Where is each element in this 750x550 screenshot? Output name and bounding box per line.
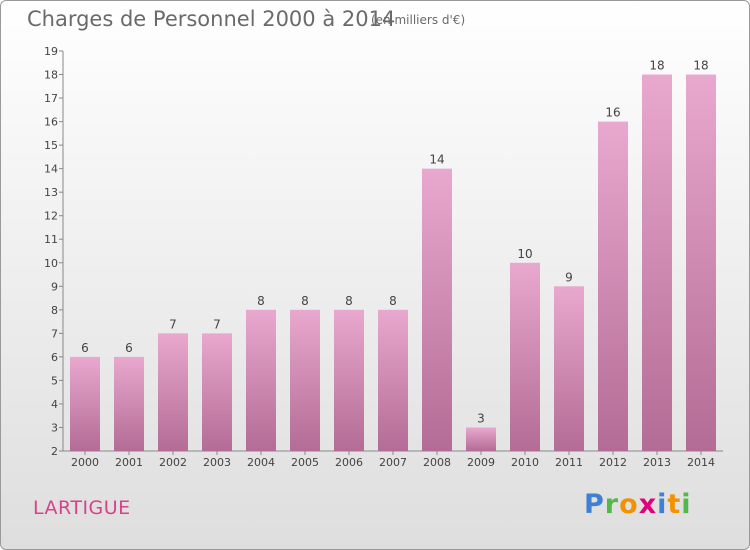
chart-bars — [70, 74, 716, 452]
bar-value-label: 8 — [301, 294, 309, 308]
logo-letter: t — [667, 489, 682, 520]
y-tick-label: 12 — [44, 210, 58, 223]
x-tick-label: 2009 — [467, 456, 495, 469]
x-tick-label: 2012 — [599, 456, 627, 469]
x-tick-label: 2013 — [643, 456, 671, 469]
bar — [70, 356, 100, 451]
bar-value-label: 6 — [125, 341, 133, 355]
x-tick-label: 2003 — [203, 456, 231, 469]
logo-letter: P — [584, 489, 605, 520]
bar-value-label: 14 — [429, 153, 444, 167]
logo-letter: x — [638, 489, 658, 520]
bar-value-label: 9 — [565, 270, 573, 284]
chart-axes: 2 3 4 5 6 7 8 9 10 11 12 13 14 15 16 17 18 19 2000 2001 2002… — [44, 45, 723, 469]
bar — [686, 74, 716, 451]
bar-value-label: 18 — [693, 59, 708, 73]
y-tick-label: 13 — [44, 186, 58, 199]
y-tick-label: 17 — [44, 92, 58, 105]
bar — [290, 309, 320, 451]
bar — [114, 356, 144, 451]
y-tick-label: 14 — [44, 163, 58, 176]
logo-letter: i — [681, 489, 692, 520]
bar-value-label: 8 — [389, 294, 397, 308]
bar-value-label: 10 — [517, 247, 532, 261]
bar — [202, 333, 232, 451]
chart-subtitle: (en milliers d'€) — [371, 13, 466, 27]
y-tick-label: 5 — [51, 374, 58, 387]
logo-letter: i — [657, 489, 668, 520]
x-tick-label: 2001 — [115, 456, 143, 469]
y-tick-label: 16 — [44, 116, 58, 129]
bar-value-label: 6 — [81, 341, 89, 355]
y-tick-label: 3 — [51, 421, 58, 434]
bar-value-label: 16 — [605, 106, 620, 120]
x-tick-label: 2007 — [379, 456, 407, 469]
x-tick-label: 2004 — [247, 456, 275, 469]
y-tick-label: 4 — [51, 398, 58, 411]
chart-labels: 6 6 7 7 8 8 8 8 14 3 10 9 16 18 18 — [81, 59, 708, 426]
bar-value-label: 3 — [477, 411, 485, 425]
y-tick-label: 8 — [51, 304, 58, 317]
x-tick-label: 2000 — [71, 456, 99, 469]
bar — [642, 74, 672, 451]
y-tick-label: 2 — [51, 445, 58, 458]
bar-value-label: 7 — [213, 317, 221, 331]
bar-value-label: 7 — [169, 317, 177, 331]
bar-value-label: 8 — [257, 294, 265, 308]
bar — [422, 168, 452, 451]
bar — [510, 262, 540, 451]
bar — [158, 333, 188, 451]
bar — [466, 427, 496, 451]
commune-name: LARTIGUE — [33, 497, 131, 519]
bar-value-label: 8 — [345, 294, 353, 308]
logo-letter: r — [604, 489, 620, 520]
y-tick-label: 11 — [44, 233, 58, 246]
bar — [598, 121, 628, 452]
y-tick-label: 6 — [51, 351, 58, 364]
logo-letter: o — [619, 489, 639, 520]
x-tick-label: 2011 — [555, 456, 583, 469]
x-tick-label: 2014 — [687, 456, 715, 469]
x-tick-label: 2006 — [335, 456, 363, 469]
bar-value-label: 18 — [649, 59, 664, 73]
x-tick-label: 2010 — [511, 456, 539, 469]
bar — [378, 309, 408, 451]
chart-title: Charges de Personnel 2000 à 2014 — [27, 7, 396, 31]
bar — [246, 309, 276, 451]
x-tick-label: 2005 — [291, 456, 319, 469]
bar — [334, 309, 364, 451]
proxiti-logo: Proxiti — [584, 489, 692, 520]
y-tick-label: 9 — [51, 280, 58, 293]
x-tick-label: 2002 — [159, 456, 187, 469]
y-tick-label: 10 — [44, 257, 58, 270]
y-tick-label: 15 — [44, 139, 58, 152]
bar — [554, 286, 584, 451]
y-tick-label: 18 — [44, 69, 58, 82]
x-tick-label: 2008 — [423, 456, 451, 469]
y-tick-label: 19 — [44, 45, 58, 58]
y-tick-label: 7 — [51, 327, 58, 340]
